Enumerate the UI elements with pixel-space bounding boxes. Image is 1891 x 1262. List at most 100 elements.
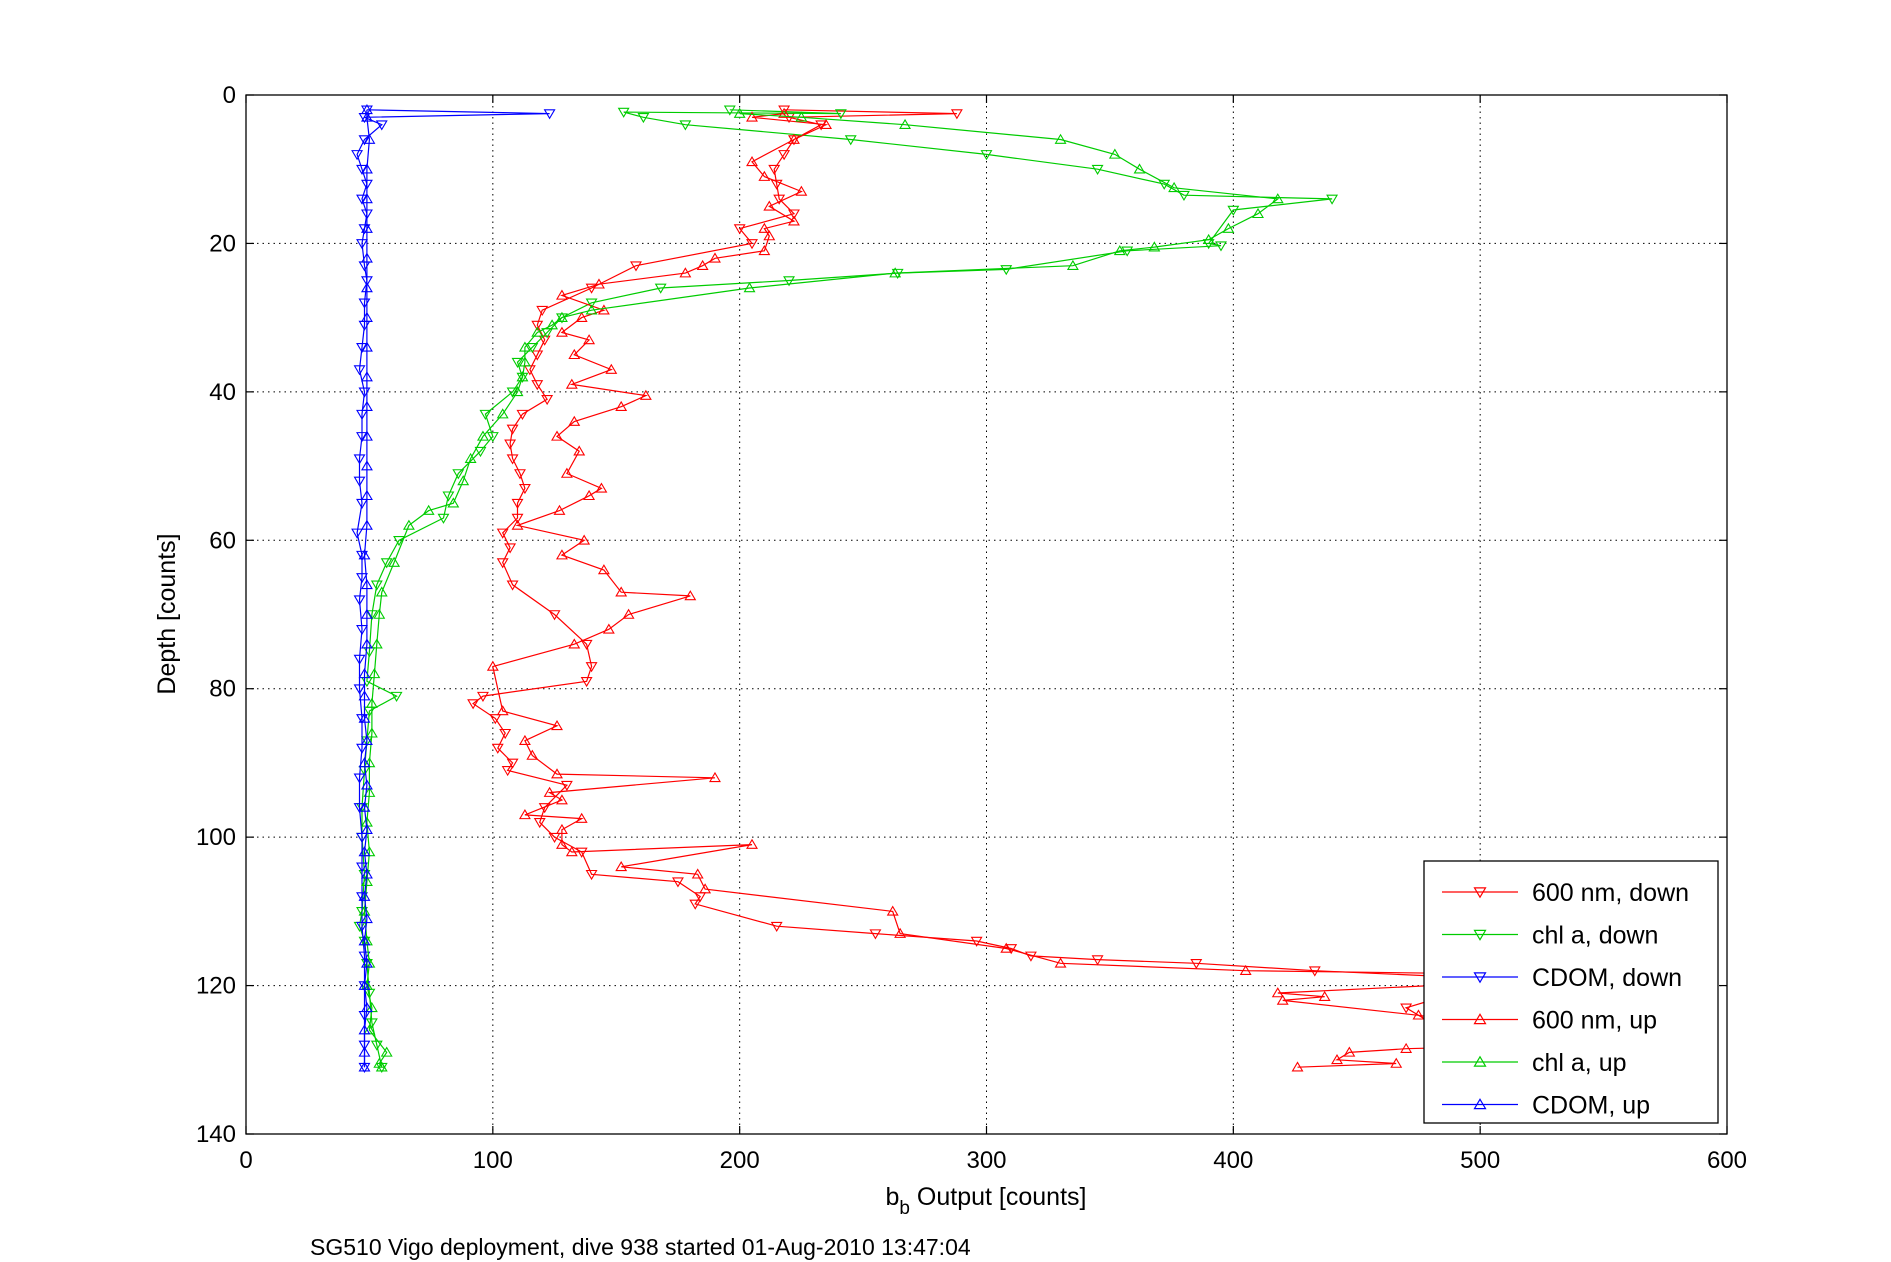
data-point xyxy=(1222,222,1235,233)
series-line xyxy=(363,109,371,1068)
data-point xyxy=(595,482,608,493)
data-point xyxy=(889,267,902,278)
x-tick-label: 600 xyxy=(1707,1147,1747,1174)
legend-entry-cdom-down: CDOM, down xyxy=(1442,964,1682,992)
data-point xyxy=(560,467,573,478)
data-point xyxy=(1400,1042,1413,1053)
data-point xyxy=(506,758,519,769)
data-point xyxy=(474,446,487,458)
data-point xyxy=(746,838,758,849)
data-point xyxy=(778,107,791,118)
data-point xyxy=(388,556,401,567)
x-axis-label: bb Output [counts] xyxy=(886,1183,1087,1219)
data-point xyxy=(679,267,692,278)
data-point xyxy=(356,573,368,584)
data-point xyxy=(511,519,524,530)
data-point xyxy=(1318,990,1331,1002)
data-point xyxy=(360,519,373,530)
data-point xyxy=(360,734,373,745)
data-point xyxy=(568,415,581,426)
data-point xyxy=(491,743,504,754)
legend-entry-600-nm-down: 600 nm, down xyxy=(1442,879,1689,907)
data-point xyxy=(360,282,373,293)
data-point xyxy=(360,222,373,233)
data-point xyxy=(1271,987,1284,998)
legend-marker xyxy=(1473,972,1487,984)
data-point xyxy=(886,905,899,916)
data-point xyxy=(360,868,373,879)
data-point xyxy=(360,638,373,649)
data-point xyxy=(565,378,578,389)
data-point xyxy=(1390,1057,1403,1068)
legend-entry-chl-a-down: chl a, down xyxy=(1442,922,1658,950)
data-point xyxy=(1252,207,1264,219)
data-point xyxy=(743,282,756,293)
data-point xyxy=(615,860,628,872)
series-line xyxy=(363,113,1280,1068)
data-point xyxy=(869,929,882,940)
data-point xyxy=(506,580,519,591)
data-point xyxy=(533,817,546,829)
data-point xyxy=(536,305,549,317)
data-point xyxy=(353,476,366,487)
data-point xyxy=(844,135,857,146)
data-point xyxy=(373,608,386,619)
data-point xyxy=(358,1046,371,1057)
data-point xyxy=(555,823,568,835)
data-point xyxy=(1133,163,1146,174)
data-point xyxy=(464,452,477,463)
data-point xyxy=(360,193,373,204)
data-point xyxy=(899,118,912,129)
data-point xyxy=(380,1046,393,1057)
data-point xyxy=(691,868,704,879)
data-point xyxy=(1276,994,1289,1005)
data-point xyxy=(353,773,366,784)
data-point xyxy=(358,1024,371,1035)
legend-label: chl a, up xyxy=(1532,1049,1627,1077)
data-point xyxy=(518,484,531,495)
x-tick-label: 100 xyxy=(473,1147,513,1174)
data-point xyxy=(518,341,531,352)
data-point xyxy=(1326,194,1339,205)
data-point xyxy=(568,348,581,360)
data-point xyxy=(546,319,559,330)
data-point xyxy=(788,209,800,220)
data-point xyxy=(360,489,373,501)
data-point xyxy=(551,719,563,731)
data-point xyxy=(1239,964,1252,976)
data-point xyxy=(551,768,563,779)
data-point xyxy=(758,245,771,256)
data-point xyxy=(351,528,364,539)
data-point xyxy=(597,304,610,315)
data-point xyxy=(541,394,554,406)
data-point xyxy=(630,261,642,272)
y-axis-label: Depth [counts] xyxy=(153,533,181,694)
legend-label: chl a, down xyxy=(1532,922,1658,950)
data-point xyxy=(585,662,598,673)
data-point xyxy=(548,832,561,843)
data-point xyxy=(353,803,366,814)
legend-entry-chl-a-up: chl a, up xyxy=(1442,1049,1627,1077)
data-point xyxy=(402,519,415,530)
data-point xyxy=(583,334,596,345)
y-tick-label: 100 xyxy=(196,824,236,851)
data-point xyxy=(351,150,364,161)
legend-entry-cdom-up: CDOM, up xyxy=(1442,1092,1650,1120)
data-point xyxy=(1215,241,1227,252)
data-point xyxy=(496,705,509,716)
data-point xyxy=(390,691,403,702)
legend-marker xyxy=(1473,929,1487,941)
data-point xyxy=(555,794,568,805)
x-tick-label: 500 xyxy=(1460,1147,1500,1174)
data-point xyxy=(496,558,509,569)
data-point xyxy=(1331,1053,1343,1065)
data-point xyxy=(531,320,544,331)
data-point xyxy=(356,164,368,176)
data-point xyxy=(365,610,378,621)
data-point xyxy=(1121,246,1134,257)
data-point xyxy=(358,757,371,768)
data-point xyxy=(1000,942,1013,953)
data-point xyxy=(580,639,593,651)
data-point xyxy=(506,454,519,465)
data-point xyxy=(1113,245,1126,256)
